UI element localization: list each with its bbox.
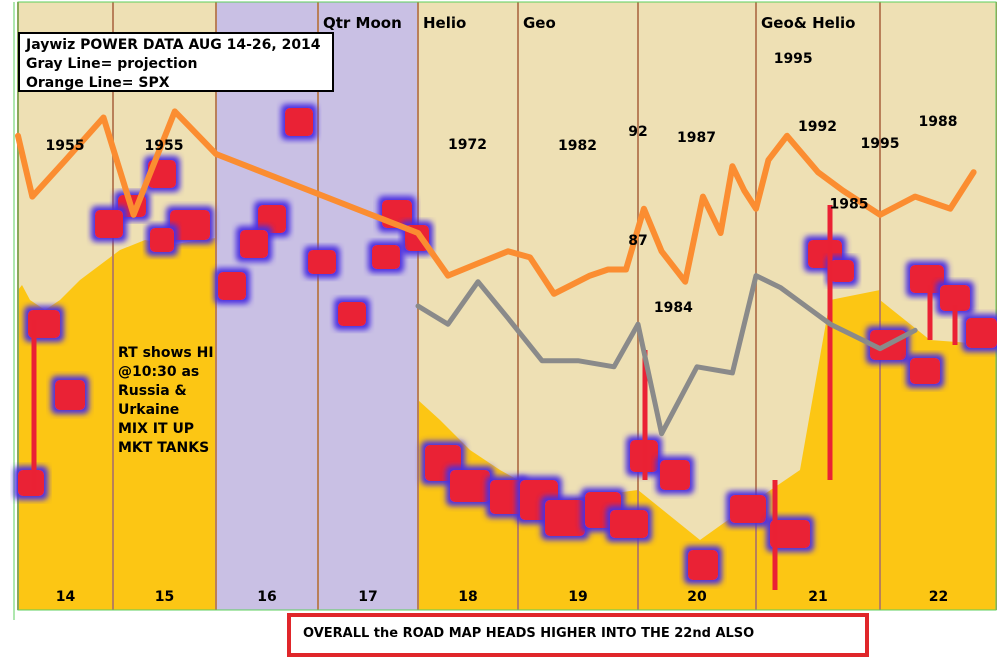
blob-layer [18, 108, 997, 590]
power-blob [770, 520, 810, 548]
power-blob [910, 265, 944, 293]
power-blob [610, 510, 648, 538]
legend-gray-line: Gray Line= projection [26, 56, 198, 72]
column-header: Geo& Helio [761, 14, 856, 32]
power-blob [490, 480, 524, 514]
year-annotation: 1984 [654, 300, 693, 316]
power-blob [688, 550, 718, 580]
power-blob [940, 285, 970, 311]
day-tick-label: 20 [687, 589, 707, 605]
column-year: 1972 [448, 137, 487, 153]
column-year: 1955 [144, 138, 184, 154]
line-layer [15, 108, 977, 437]
gold-area-left [18, 238, 216, 610]
power-blob [258, 205, 286, 233]
power-blob [218, 272, 246, 300]
plot-frame [17, 1, 997, 611]
power-blob [660, 460, 690, 490]
year-annotation: 1995 [774, 51, 813, 67]
day-tick-label: 21 [808, 589, 827, 605]
day-tick-label: 16 [257, 589, 276, 605]
note-line: Russia & [118, 383, 187, 399]
year-annotation: 1985 [830, 197, 869, 213]
column-year: 1992 [798, 119, 837, 135]
power-blob [285, 108, 313, 136]
legend-orange-line: Orange Line= SPX [26, 75, 170, 91]
power-blob [830, 260, 854, 282]
power-blob [966, 318, 997, 348]
note-line: MKT TANKS [118, 440, 210, 456]
power-blob [95, 210, 123, 238]
legend-title: Jaywiz POWER DATA AUG 14-26, 2014 [26, 37, 321, 53]
label-layer: 92 87 1984 1995 1995 1985 14 15 16 17 18 19 20 21 22 [56, 51, 948, 605]
day-tick-label: 17 [358, 589, 377, 605]
column-header: Geo [523, 14, 556, 32]
power-blob [545, 500, 585, 536]
power-blob [730, 495, 766, 523]
power-blob [170, 210, 210, 240]
lavender-column-17 [318, 2, 418, 610]
note-line: Urkaine [118, 402, 180, 418]
day-tick-label: 22 [929, 589, 948, 605]
series-line-projection [415, 273, 918, 437]
year-annotation: 92 [628, 124, 647, 140]
footer-banner: OVERALL the ROAD MAP HEADS HIGHER INTO T… [287, 613, 869, 657]
power-blob [308, 250, 336, 274]
power-blob [240, 230, 268, 258]
power-blob [372, 245, 400, 269]
column-header: Qtr Moon [323, 14, 402, 32]
day-tick-label: 14 [56, 589, 76, 605]
note-line: @10:30 as [118, 364, 200, 380]
power-blob [18, 470, 44, 496]
legend-box: Jaywiz POWER DATA AUG 14-26, 2014 Gray L… [18, 32, 334, 92]
annotation-note: RT shows HI @10:30 as Russia & Urkaine M… [118, 344, 214, 458]
column-year: 1955 [45, 138, 85, 154]
power-blob [910, 358, 940, 384]
column-header: Helio [423, 14, 467, 32]
power-blob [150, 228, 174, 252]
lavender-column-16 [216, 2, 318, 610]
note-line: RT shows HI [118, 345, 214, 361]
column-year: 1982 [558, 138, 597, 154]
power-blob [55, 380, 85, 410]
note-line: MIX IT UP [118, 421, 195, 437]
day-tick-label: 19 [568, 589, 587, 605]
power-blob [338, 302, 366, 326]
day-tick-label: 15 [155, 589, 174, 605]
column-year: 1988 [918, 114, 958, 130]
year-annotation: 1995 [861, 136, 900, 152]
year-annotation: 87 [628, 233, 647, 249]
gold-area-22 [880, 300, 997, 610]
series-line-spx [15, 108, 977, 297]
day-tick-label: 18 [458, 589, 477, 605]
column-year: 1987 [677, 130, 716, 146]
power-blob [450, 470, 490, 502]
